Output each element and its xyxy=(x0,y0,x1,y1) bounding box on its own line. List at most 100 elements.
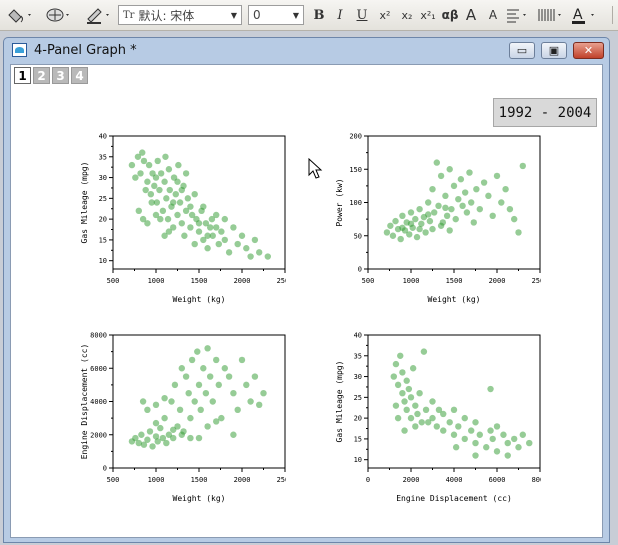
data-point xyxy=(435,406,443,414)
hatch-icon[interactable] xyxy=(536,5,566,25)
subscript-button[interactable]: x₂ xyxy=(401,8,413,22)
window-titlebar[interactable]: 4-Panel Graph * ▭ ▣ ✕ xyxy=(4,38,609,64)
data-point xyxy=(425,419,432,426)
superscript-button[interactable]: x² xyxy=(379,8,391,22)
x-axis-label: Weight (kg) xyxy=(173,295,226,304)
data-point xyxy=(191,398,198,405)
data-point xyxy=(208,215,216,223)
x-tick-label: 2000 xyxy=(234,277,251,285)
align-icon[interactable] xyxy=(505,5,531,25)
data-point xyxy=(437,172,445,180)
font-size-select[interactable]: 0 ▼ xyxy=(248,5,304,25)
underline-button[interactable]: U xyxy=(356,7,368,23)
data-point xyxy=(162,153,169,160)
data-point xyxy=(175,161,182,169)
layer-tab-1[interactable]: 1 xyxy=(14,67,31,84)
y-tick-label: 30 xyxy=(354,373,362,381)
data-point xyxy=(200,236,207,244)
data-point xyxy=(154,157,161,165)
minimize-button[interactable]: ▭ xyxy=(509,42,535,59)
data-point xyxy=(238,356,246,364)
data-point xyxy=(181,232,188,239)
data-point xyxy=(399,212,406,219)
data-point xyxy=(498,199,505,206)
mouse-cursor-icon xyxy=(308,158,323,179)
data-point xyxy=(448,205,455,213)
data-point xyxy=(489,435,496,443)
bold-button[interactable]: B xyxy=(313,7,325,23)
pattern-icon[interactable] xyxy=(44,5,72,25)
data-point xyxy=(184,195,192,202)
restore-button[interactable]: ▣ xyxy=(541,42,567,59)
close-button[interactable]: ✕ xyxy=(573,42,604,59)
data-point xyxy=(418,220,425,227)
layer-tabs: 1 2 3 4 xyxy=(14,67,88,84)
year-range-label[interactable]: 1992 - 2004 xyxy=(493,98,597,127)
data-point xyxy=(422,229,429,236)
font-name-select[interactable]: Tr 默认: 宋体 ▼ xyxy=(118,5,242,25)
x-tick-label: 2000 xyxy=(489,277,506,285)
data-point xyxy=(476,205,483,213)
chevron-down-icon[interactable]: ▼ xyxy=(292,10,300,20)
graph-panel-2[interactable]: 500 1000 1500 2000 2500 0 50 100 150 200 Weight (k… xyxy=(331,131,541,311)
fill-bucket-icon[interactable] xyxy=(6,5,34,25)
data-point xyxy=(140,157,148,165)
greek-button[interactable]: αβ xyxy=(441,8,459,22)
data-point xyxy=(407,220,415,227)
data-point xyxy=(425,199,432,206)
graph-panel-4[interactable]: 0 2000 4000 6000 8000 10 15 20 25 30 35 40 Engine Di… xyxy=(331,330,541,510)
data-point xyxy=(407,209,415,216)
italic-button[interactable]: I xyxy=(337,7,343,23)
data-point xyxy=(161,232,168,239)
data-point xyxy=(209,398,216,405)
data-point xyxy=(230,431,237,438)
x-tick-label: 6000 xyxy=(489,476,506,484)
y-tick-label: 35 xyxy=(354,352,362,360)
layer-tab-3[interactable]: 3 xyxy=(52,67,69,84)
font-color-icon[interactable]: A xyxy=(570,5,600,25)
data-point xyxy=(397,352,404,359)
grow-font-button[interactable]: A xyxy=(465,6,477,24)
data-point xyxy=(209,232,216,239)
graph-panel-3[interactable]: 500 1000 1500 2000 2500 0 2000 4000 6000 8000 Weig… xyxy=(76,330,286,510)
data-point xyxy=(197,406,204,414)
data-point xyxy=(187,414,194,422)
data-point xyxy=(476,431,483,438)
data-point xyxy=(455,195,462,203)
data-point xyxy=(144,436,151,443)
graph-panel-1[interactable]: 500 1000 1500 2000 2500 10 15 20 25 30 35 40 Weight … xyxy=(76,131,286,311)
y-axis-label: Gas Mileage (mpg) xyxy=(335,361,344,443)
data-point xyxy=(446,166,453,173)
data-point xyxy=(392,402,400,409)
y-tick-label: 35 xyxy=(99,153,107,161)
data-point xyxy=(433,423,440,430)
y-tick-label: 20 xyxy=(354,415,362,423)
data-point xyxy=(442,192,449,200)
x-tick-label: 1000 xyxy=(148,277,165,285)
data-point xyxy=(416,225,423,233)
data-point xyxy=(204,232,211,239)
data-point xyxy=(247,253,254,260)
y-tick-label: 0 xyxy=(358,266,362,274)
data-point xyxy=(202,389,210,397)
pen-icon[interactable] xyxy=(84,5,112,25)
data-point xyxy=(191,240,198,248)
layer-tab-2[interactable]: 2 xyxy=(33,67,50,84)
data-point xyxy=(461,414,468,422)
chevron-down-icon[interactable]: ▼ xyxy=(230,10,238,20)
data-point xyxy=(443,212,451,219)
data-point xyxy=(170,199,177,206)
supsub-button[interactable]: x²₁ xyxy=(420,8,436,22)
x-tick-label: 2500 xyxy=(277,277,286,285)
data-point xyxy=(139,215,147,223)
data-point xyxy=(452,215,459,223)
data-point xyxy=(409,365,417,372)
data-point xyxy=(174,423,181,430)
data-point xyxy=(416,205,423,213)
layer-tab-4[interactable]: 4 xyxy=(71,67,88,84)
data-point xyxy=(187,434,194,442)
data-point xyxy=(147,190,155,198)
data-point xyxy=(213,356,220,364)
shrink-font-button[interactable]: A xyxy=(488,8,498,22)
data-point xyxy=(435,202,442,210)
